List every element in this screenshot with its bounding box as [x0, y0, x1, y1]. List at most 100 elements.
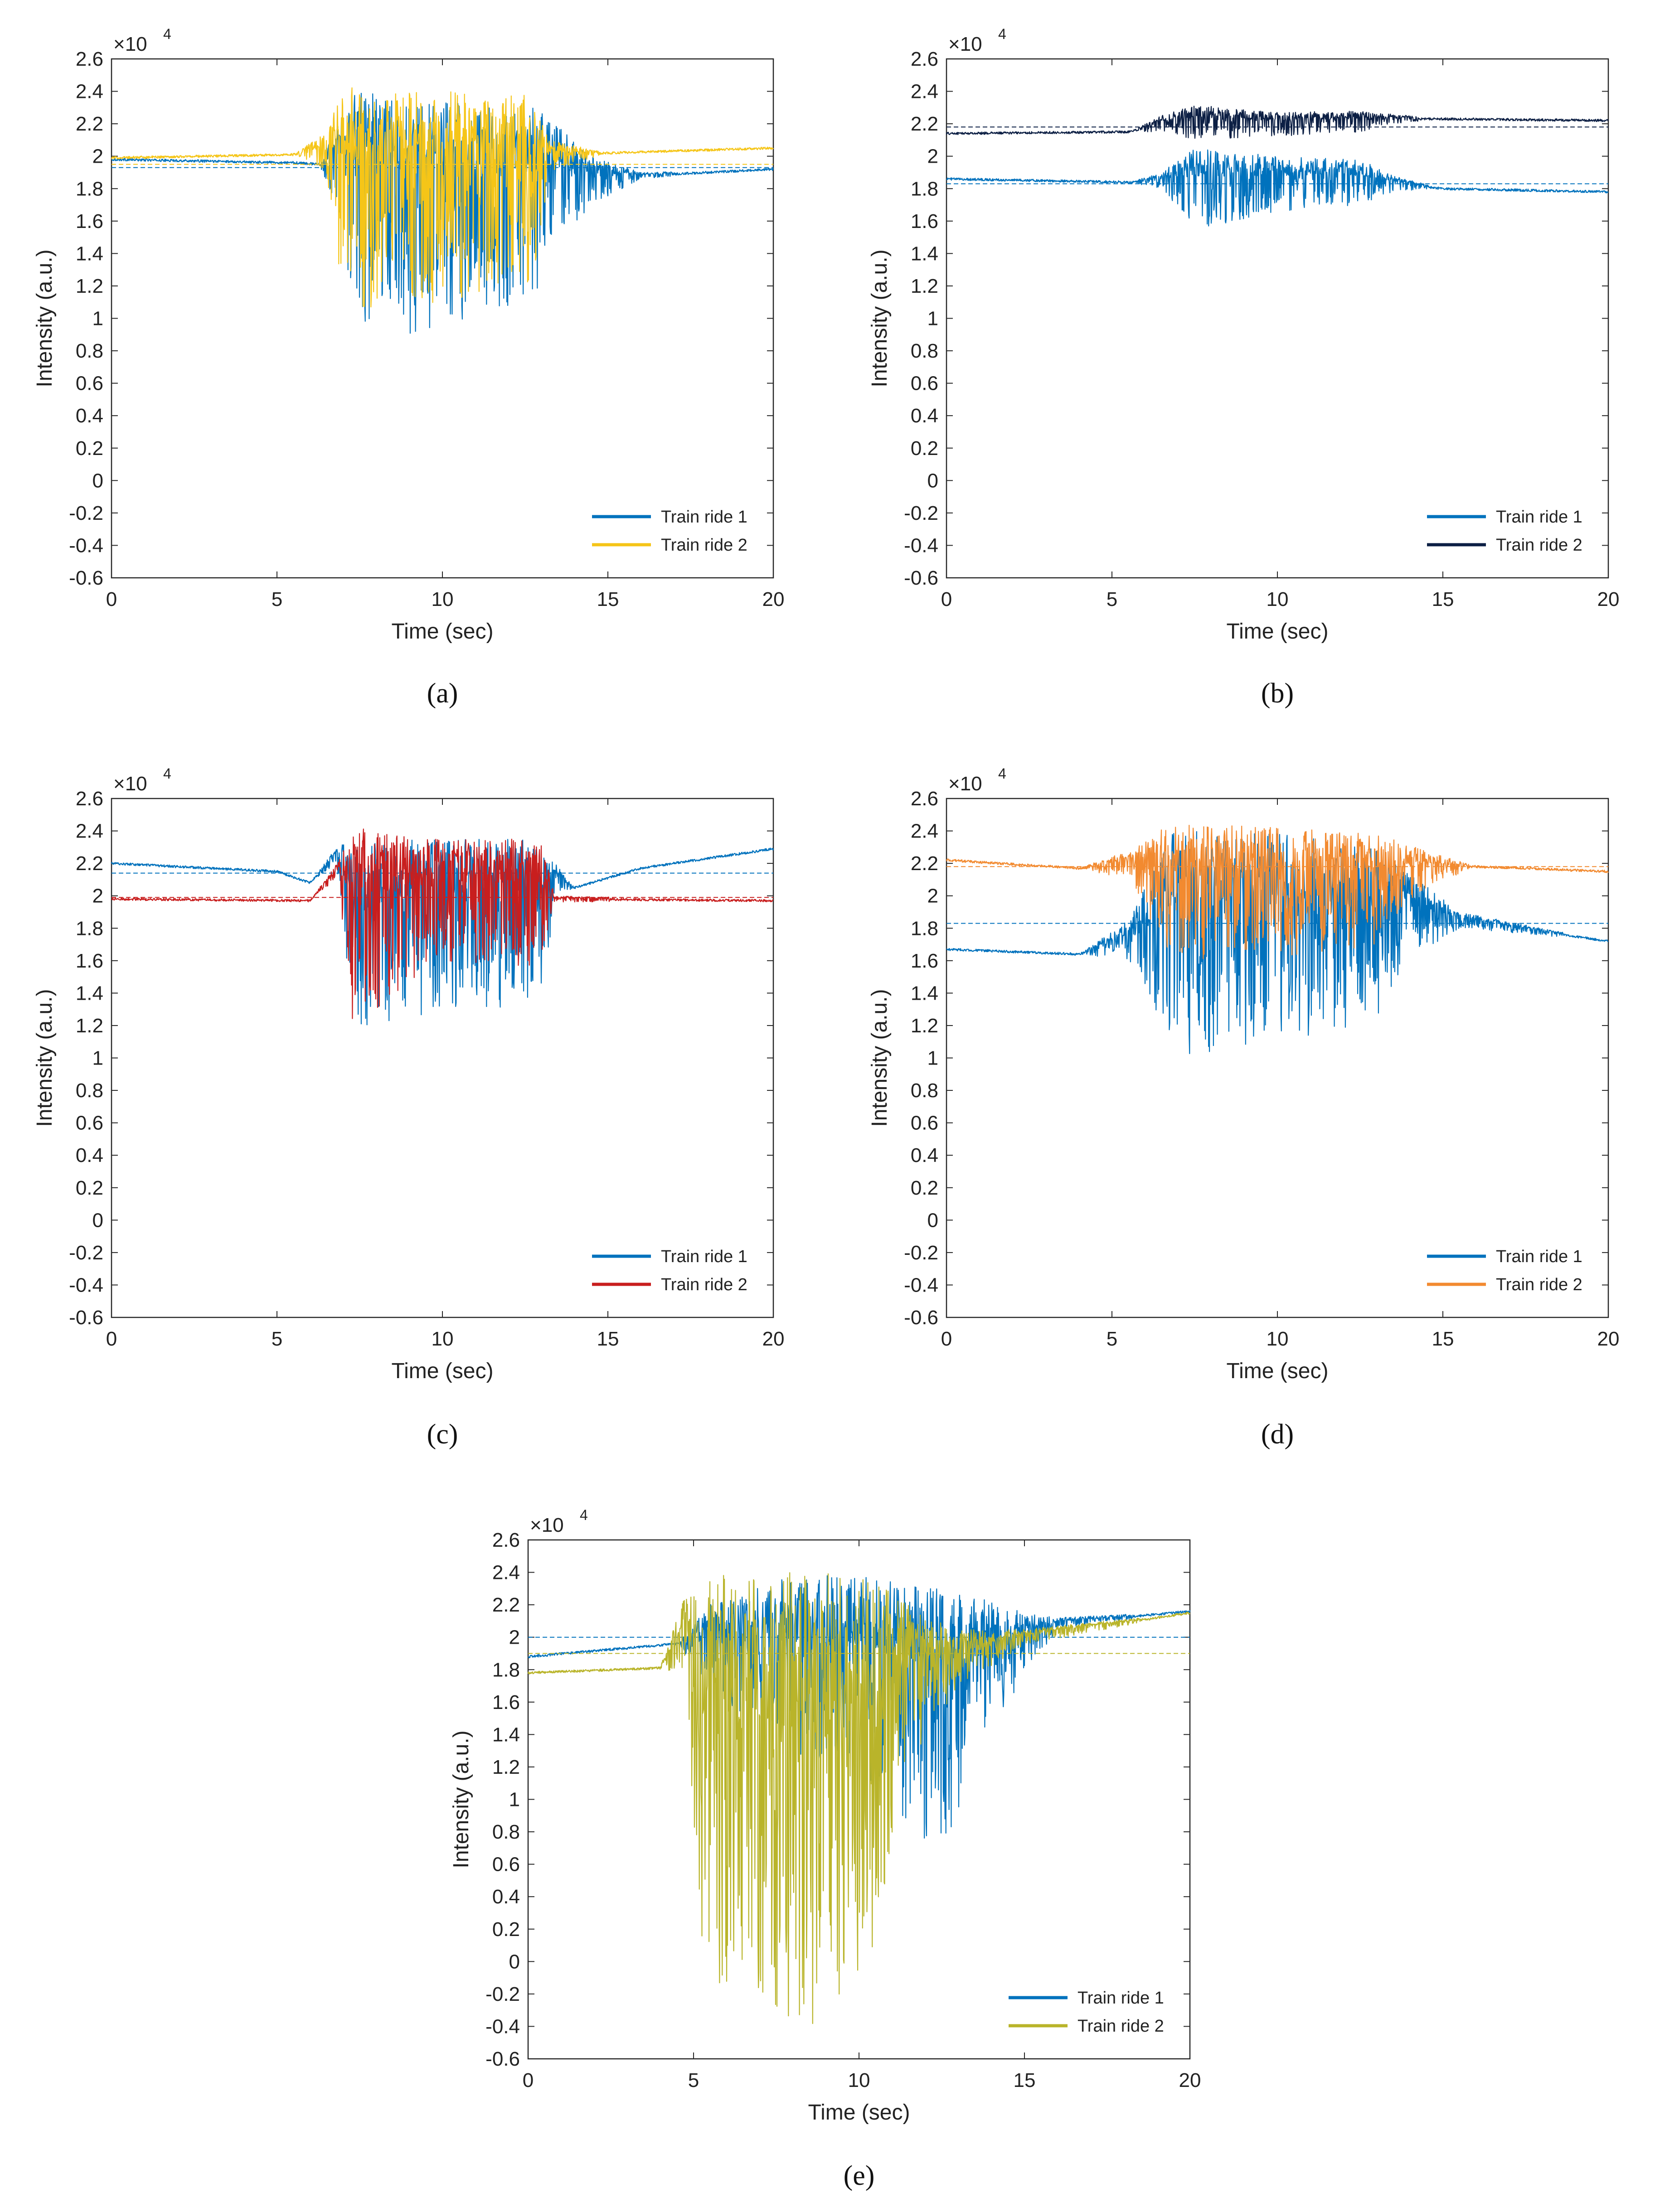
y-tick-label: 0.8	[492, 1821, 520, 1843]
y-tick-label: 1.6	[76, 210, 103, 232]
y-tick-label: 2.6	[492, 1529, 520, 1551]
y-tick-label: -0.4	[69, 534, 103, 557]
y-tick-label: 0.2	[911, 437, 938, 460]
chart-panel-4: -0.6 -0.4 -0.2 0 0.2 0.4 0.6 0.8 1 1.2 1.4 1.6 1.8 2 2…	[868, 765, 1619, 1450]
legend: Train ride 1 Train ride 2	[1427, 1247, 1582, 1294]
x-axis-title: Time (sec)	[392, 620, 494, 644]
x-tick-label: 5	[1107, 1328, 1117, 1350]
y-tick-label: 1.4	[911, 982, 938, 1004]
y-tick-label: 1	[927, 1047, 938, 1070]
y-tick-label: -0.2	[485, 1983, 520, 2005]
y-tick-label: 1.8	[492, 1659, 520, 1681]
x-tick-label: 5	[1107, 588, 1117, 610]
panel-label: (e)	[844, 2160, 875, 2191]
y-tick-label: 0.8	[76, 1079, 103, 1102]
legend-entry: Train ride 2	[1496, 1275, 1582, 1294]
y-tick-label: -0.2	[69, 502, 103, 524]
y-tick-label: 2.2	[911, 852, 938, 875]
x-tick-label: 20	[1597, 588, 1620, 610]
legend: Train ride 1 Train ride 2	[592, 1247, 747, 1294]
legend: Train ride 1 Train ride 2	[1427, 508, 1582, 555]
y-tick-label: 0	[509, 1951, 520, 1973]
legend-entry: Train ride 1	[661, 1247, 747, 1266]
y-tick-label: 2.6	[76, 48, 103, 70]
y-tick-label: 1.6	[76, 950, 103, 972]
y-tick-label: 0.8	[911, 340, 938, 362]
y-tick-label: 1.4	[76, 982, 103, 1004]
series-1	[946, 149, 1609, 227]
legend-entry: Train ride 2	[661, 1275, 747, 1294]
y-axis-title: Intensity (a.u.)	[868, 249, 892, 387]
y-tick-label: 1.6	[911, 950, 938, 972]
y-tick-label: 0	[927, 1209, 938, 1231]
y-axis-title: Intensity (a.u.)	[449, 1730, 473, 1868]
x-tick-label: 10	[1267, 1328, 1289, 1350]
y-tick-label: 1	[92, 308, 103, 330]
y-tick-label: 2.6	[911, 48, 938, 70]
y-axis-title: Intensity (a.u.)	[868, 989, 892, 1127]
y-tick-label: 0.4	[76, 405, 103, 427]
y-tick-label: 2	[92, 145, 103, 168]
series-line	[111, 828, 774, 1019]
x-tick-label: 0	[523, 2069, 534, 2091]
y-tick-label: 1.8	[76, 917, 103, 939]
x-tick-label: 15	[597, 1328, 619, 1350]
x-tick-label: 20	[1179, 2069, 1201, 2091]
x-tick-label: 5	[272, 588, 282, 610]
x-axis-title: Time (sec)	[1227, 1359, 1329, 1383]
y-tick-label: 0.4	[76, 1144, 103, 1167]
y-tick-label: 2.6	[76, 788, 103, 810]
y-tick-label: -0.2	[904, 1242, 938, 1264]
y-multiplier-exponent: 4	[998, 26, 1006, 42]
y-tick-label: -0.6	[485, 2048, 520, 2070]
x-tick-label: 0	[941, 588, 952, 610]
chart-panel-3: -0.6 -0.4 -0.2 0 0.2 0.4 0.6 0.8 1 1.2 1.4 1.6 1.8 2 2…	[33, 765, 784, 1450]
legend-entry: Train ride 1	[1496, 508, 1582, 527]
x-tick-label: 15	[597, 588, 619, 610]
panel-label: (b)	[1261, 678, 1294, 709]
x-tick-label: 0	[106, 588, 117, 610]
y-tick-label: 0	[92, 1209, 103, 1231]
y-tick-label: 0.6	[492, 1854, 520, 1876]
legend-entry: Train ride 1	[661, 508, 747, 527]
x-tick-label: 15	[1014, 2069, 1036, 2091]
y-multiplier: ×10	[113, 773, 147, 795]
y-tick-label: -0.4	[904, 534, 938, 557]
y-tick-label: -0.6	[904, 1307, 938, 1329]
y-tick-label: 2.2	[76, 113, 103, 135]
y-tick-label: 2.4	[76, 81, 103, 103]
y-tick-label: 1.2	[76, 1015, 103, 1037]
y-tick-label: 0.8	[76, 340, 103, 362]
y-multiplier-exponent: 4	[998, 765, 1006, 782]
y-tick-label: 0.4	[911, 405, 938, 427]
y-tick-label: 1.2	[76, 275, 103, 297]
y-tick-label: 1.2	[911, 275, 938, 297]
y-tick-label: 0.6	[911, 1112, 938, 1134]
y-axis-title: Intensity (a.u.)	[33, 249, 57, 387]
y-tick-label: 1	[92, 1047, 103, 1070]
y-tick-label: 2	[509, 1626, 520, 1649]
chart-panel-2: -0.6 -0.4 -0.2 0 0.2 0.4 0.6 0.8 1 1.2 1.4 1.6 1.8 2 2…	[868, 26, 1619, 709]
x-axis-title: Time (sec)	[808, 2101, 910, 2125]
chart-panel-1: -0.6 -0.4 -0.2 0 0.2 0.4 0.6 0.8 1 1.2 1.4 1.6 1.8 2 2…	[33, 26, 784, 709]
y-tick-label: 2.4	[492, 1562, 520, 1584]
y-tick-label: 1.4	[76, 242, 103, 265]
x-axis-title: Time (sec)	[392, 1359, 494, 1383]
y-tick-label: 0	[927, 470, 938, 492]
y-tick-label: 2	[92, 885, 103, 907]
x-tick-label: 10	[432, 1328, 454, 1350]
series-2	[946, 106, 1609, 139]
y-tick-label: -0.2	[69, 1242, 103, 1264]
x-tick-label: 0	[941, 1328, 952, 1350]
y-tick-label: 0.4	[492, 1886, 520, 1908]
series-2	[946, 825, 1609, 959]
legend-entry: Train ride 1	[1077, 1989, 1164, 2008]
y-tick-label: 0.2	[492, 1918, 520, 1941]
y-tick-label: 2.2	[492, 1594, 520, 1616]
y-multiplier-exponent: 4	[163, 765, 171, 782]
y-tick-label: 0	[92, 470, 103, 492]
legend-entry: Train ride 2	[1077, 2017, 1164, 2036]
x-tick-label: 15	[1432, 588, 1454, 610]
y-tick-label: -0.4	[904, 1274, 938, 1296]
y-tick-label: -0.2	[904, 502, 938, 524]
